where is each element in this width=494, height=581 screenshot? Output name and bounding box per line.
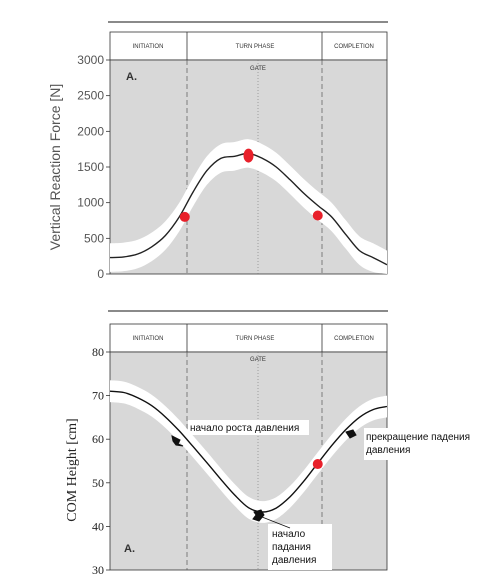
annotation-start-fall: начало падания давления — [268, 524, 332, 570]
force-phase-turn: TURN PHASE — [236, 44, 275, 50]
force-y-axis-label: Vertical Reaction Force [N] — [47, 84, 63, 251]
annotation-start-rise: начало роста давления — [188, 420, 309, 435]
force-panel-label: A. — [126, 71, 137, 83]
annotation-start-rise-text: начало роста давления — [190, 423, 299, 434]
y-tick-label-50: 50 — [92, 476, 104, 490]
com-phase-initiation: INITIATION — [133, 336, 164, 342]
com-phase-header — [109, 323, 388, 353]
red-marker-1 — [179, 211, 190, 222]
force-y-axis: 0 500 1000 1500 2000 2500 3000 — [77, 53, 110, 281]
com-band — [110, 380, 387, 523]
annotation-start-fall-pointer — [261, 516, 291, 529]
force-phase-initiation: INITIATION — [133, 44, 164, 50]
force-markers — [179, 148, 323, 222]
force-phase-header — [109, 31, 388, 61]
com-black-marks — [171, 429, 357, 522]
black-mark-stop-fall — [345, 429, 357, 439]
y-tick-label-80: 80 — [92, 345, 104, 359]
red-marker-2 — [243, 148, 254, 163]
annotation-stop-fall: прекращение падения давления — [364, 428, 490, 460]
annotation-start-fall-text: начало падания давления — [272, 529, 316, 566]
force-gate-label: GATE — [250, 66, 266, 72]
y-tick-label-0: 0 — [97, 267, 104, 281]
com-y-axis-label: COM Height [cm] — [65, 418, 80, 521]
com-mean-line — [109, 390, 388, 513]
red-marker-1 — [312, 459, 323, 470]
y-tick-label-30: 30 — [92, 563, 104, 577]
force-band — [110, 139, 387, 274]
y-tick-label-500: 500 — [84, 231, 104, 245]
y-tick-label-1500: 1500 — [77, 160, 104, 174]
com-y-axis: 30 40 50 60 70 80 — [92, 345, 110, 577]
black-mark-start-fall — [252, 509, 265, 522]
annotation-stop-fall-text: прекращение падения давления — [366, 432, 470, 456]
com-markers — [312, 459, 323, 470]
com-phase-completion: COMPLETION — [334, 336, 374, 342]
red-marker-3 — [312, 210, 323, 221]
y-tick-label-40: 40 — [92, 519, 104, 533]
y-tick-label-1000: 1000 — [77, 196, 104, 210]
com-phase-turn: TURN PHASE — [236, 336, 275, 342]
com-chart-panel: INITIATION TURN PHASE COMPLETION GATE A.… — [65, 323, 490, 577]
y-tick-label-2500: 2500 — [77, 89, 104, 103]
y-tick-label-60: 60 — [92, 432, 104, 446]
y-tick-label-3000: 3000 — [77, 53, 104, 67]
com-plot-area — [109, 351, 388, 571]
force-chart-panel: INITIATION TURN PHASE COMPLETION GATE A.… — [47, 31, 388, 281]
com-panel-label: A. — [124, 543, 135, 555]
com-gate-label: GATE — [250, 357, 266, 363]
black-mark-start-rise — [171, 435, 184, 447]
y-tick-label-70: 70 — [92, 389, 104, 403]
y-tick-label-2000: 2000 — [77, 124, 104, 138]
force-phase-completion: COMPLETION — [334, 44, 374, 50]
